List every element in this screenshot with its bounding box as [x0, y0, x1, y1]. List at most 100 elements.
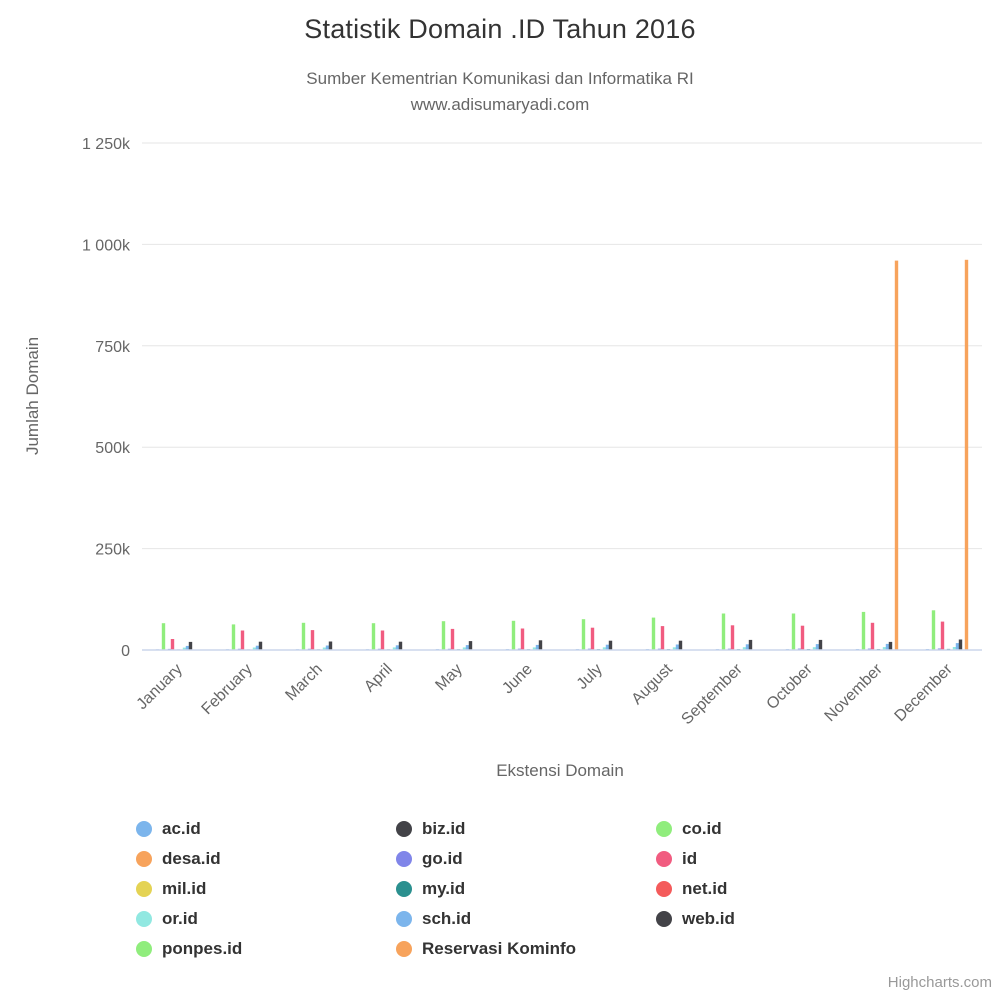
bar-sch.id-June[interactable] [535, 644, 540, 650]
bar-id-August[interactable] [660, 626, 665, 650]
bar-web.id-March[interactable] [328, 641, 333, 651]
y-axis-labels: 0 250k 500k 750k 1 000k 1 250k [82, 136, 131, 660]
bar-id-October[interactable] [800, 625, 805, 650]
bar-sch.id-December[interactable] [955, 643, 960, 650]
legend-item-mil.id[interactable]: mil.id [130, 874, 390, 904]
bar-sch.id-April[interactable] [395, 645, 400, 650]
bar-sch.id-March[interactable] [325, 645, 330, 651]
legend-marker-icon [396, 941, 412, 957]
bar-co.id-January[interactable] [161, 623, 166, 650]
bar-web.id-November[interactable] [888, 641, 893, 650]
chart-subtitle-line2: www.adisumaryadi.com [410, 95, 590, 114]
bar-id-May[interactable] [450, 628, 455, 650]
bar-or.id-May[interactable] [462, 647, 467, 650]
bar-web.id-June[interactable] [538, 640, 543, 650]
bar-or.id-November[interactable] [882, 647, 887, 650]
bar-web.id-April[interactable] [398, 641, 403, 650]
legend-marker-icon [656, 881, 672, 897]
bar-web.id-January[interactable] [188, 641, 193, 650]
bar-or.id-December[interactable] [952, 647, 957, 650]
legend-item-co.id[interactable]: co.id [650, 814, 910, 844]
bar-web.id-August[interactable] [678, 640, 683, 650]
legend: ac.id biz.id co.id desa.id go.id id mil.id my.i… [130, 814, 920, 964]
y-tick-label: 750k [95, 339, 131, 356]
bar-id-June[interactable] [520, 628, 525, 651]
bar-id-April[interactable] [380, 630, 385, 651]
legend-label: sch.id [422, 909, 472, 928]
legend-label: co.id [682, 819, 722, 838]
bar-sch.id-November[interactable] [885, 643, 890, 650]
x-tick-label-April: April [361, 661, 396, 696]
bar-web.id-February[interactable] [258, 641, 263, 650]
x-tick-label-October: October [764, 660, 817, 713]
bar-id-March[interactable] [310, 630, 315, 650]
bar-web.id-September[interactable] [748, 639, 753, 650]
highcharts-credits-link[interactable]: Highcharts.com [887, 974, 992, 991]
legend-item-Reservasi Kominfo[interactable]: Reservasi Kominfo [390, 934, 650, 964]
bar-id-November[interactable] [870, 622, 875, 650]
y-tick-label: 1 000k [82, 237, 131, 254]
bar-web.id-May[interactable] [468, 641, 473, 650]
bar-id-September[interactable] [730, 625, 735, 650]
legend-label: or.id [162, 909, 198, 928]
legend-item-go.id[interactable]: go.id [390, 844, 650, 874]
bar-or.id-July[interactable] [602, 647, 607, 650]
bar-or.id-June[interactable] [532, 647, 537, 650]
bar-Reservasi Kominfo-December[interactable] [964, 259, 969, 650]
bar-co.id-June[interactable] [511, 620, 516, 650]
bar-sch.id-September[interactable] [745, 644, 750, 650]
legend-label: net.id [682, 879, 728, 898]
bars [155, 259, 969, 651]
bar-web.id-October[interactable] [818, 639, 823, 650]
bar-sch.id-October[interactable] [815, 644, 820, 650]
bar-sch.id-July[interactable] [605, 644, 610, 650]
bar-co.id-March[interactable] [301, 622, 306, 650]
bar-id-January[interactable] [170, 639, 175, 650]
legend-item-web.id[interactable]: web.id [650, 904, 910, 934]
legend-item-ponpes.id[interactable]: ponpes.id [130, 934, 390, 964]
legend-item-desa.id[interactable]: desa.id [130, 844, 390, 874]
legend-label: ac.id [162, 819, 201, 838]
bar-co.id-November[interactable] [861, 611, 866, 650]
bar-or.id-August[interactable] [672, 647, 677, 650]
bar-or.id-April[interactable] [392, 647, 397, 650]
bar-id-December[interactable] [940, 621, 945, 650]
legend-item-id[interactable]: id [650, 844, 910, 874]
legend-item-biz.id[interactable]: biz.id [390, 814, 650, 844]
legend-label: id [682, 849, 698, 868]
bar-web.id-July[interactable] [608, 640, 613, 650]
bar-co.id-August[interactable] [651, 617, 656, 650]
bar-or.id-January[interactable] [182, 647, 187, 650]
legend-item-ac.id[interactable]: ac.id [130, 814, 390, 844]
legend-label: ponpes.id [162, 939, 243, 958]
x-tick-label-August: August [629, 660, 677, 708]
bar-co.id-July[interactable] [581, 619, 586, 650]
bar-or.id-September[interactable] [742, 647, 747, 650]
bar-sch.id-August[interactable] [675, 644, 680, 651]
bar-or.id-October[interactable] [812, 647, 817, 650]
bar-co.id-September[interactable] [721, 613, 726, 651]
legend-item-my.id[interactable]: my.id [390, 874, 650, 904]
x-axis-title: Ekstensi Domain [496, 761, 624, 780]
legend-item-net.id[interactable]: net.id [650, 874, 910, 904]
legend-item-or.id[interactable]: or.id [130, 904, 390, 934]
chart-subtitle: Sumber Kementrian Komunikasi dan Informa… [0, 66, 1000, 118]
bar-or.id-February[interactable] [252, 647, 257, 651]
y-tick-label: 1 250k [82, 136, 131, 153]
legend-item-sch.id[interactable]: sch.id [390, 904, 650, 934]
bar-web.id-December[interactable] [958, 639, 963, 651]
bar-sch.id-January[interactable] [185, 645, 190, 650]
bar-id-February[interactable] [240, 630, 245, 651]
bar-co.id-February[interactable] [231, 624, 236, 650]
bar-or.id-March[interactable] [322, 647, 327, 651]
bar-id-July[interactable] [590, 627, 595, 650]
bar-co.id-October[interactable] [791, 613, 796, 651]
legend-marker-icon [396, 851, 412, 867]
bar-Reservasi Kominfo-November[interactable] [894, 260, 899, 650]
bar-co.id-December[interactable] [931, 610, 936, 650]
bar-co.id-May[interactable] [441, 621, 446, 650]
bar-sch.id-February[interactable] [255, 645, 260, 650]
bar-co.id-April[interactable] [371, 623, 376, 650]
bar-sch.id-May[interactable] [465, 645, 470, 650]
x-tick-label-January: January [134, 661, 186, 713]
